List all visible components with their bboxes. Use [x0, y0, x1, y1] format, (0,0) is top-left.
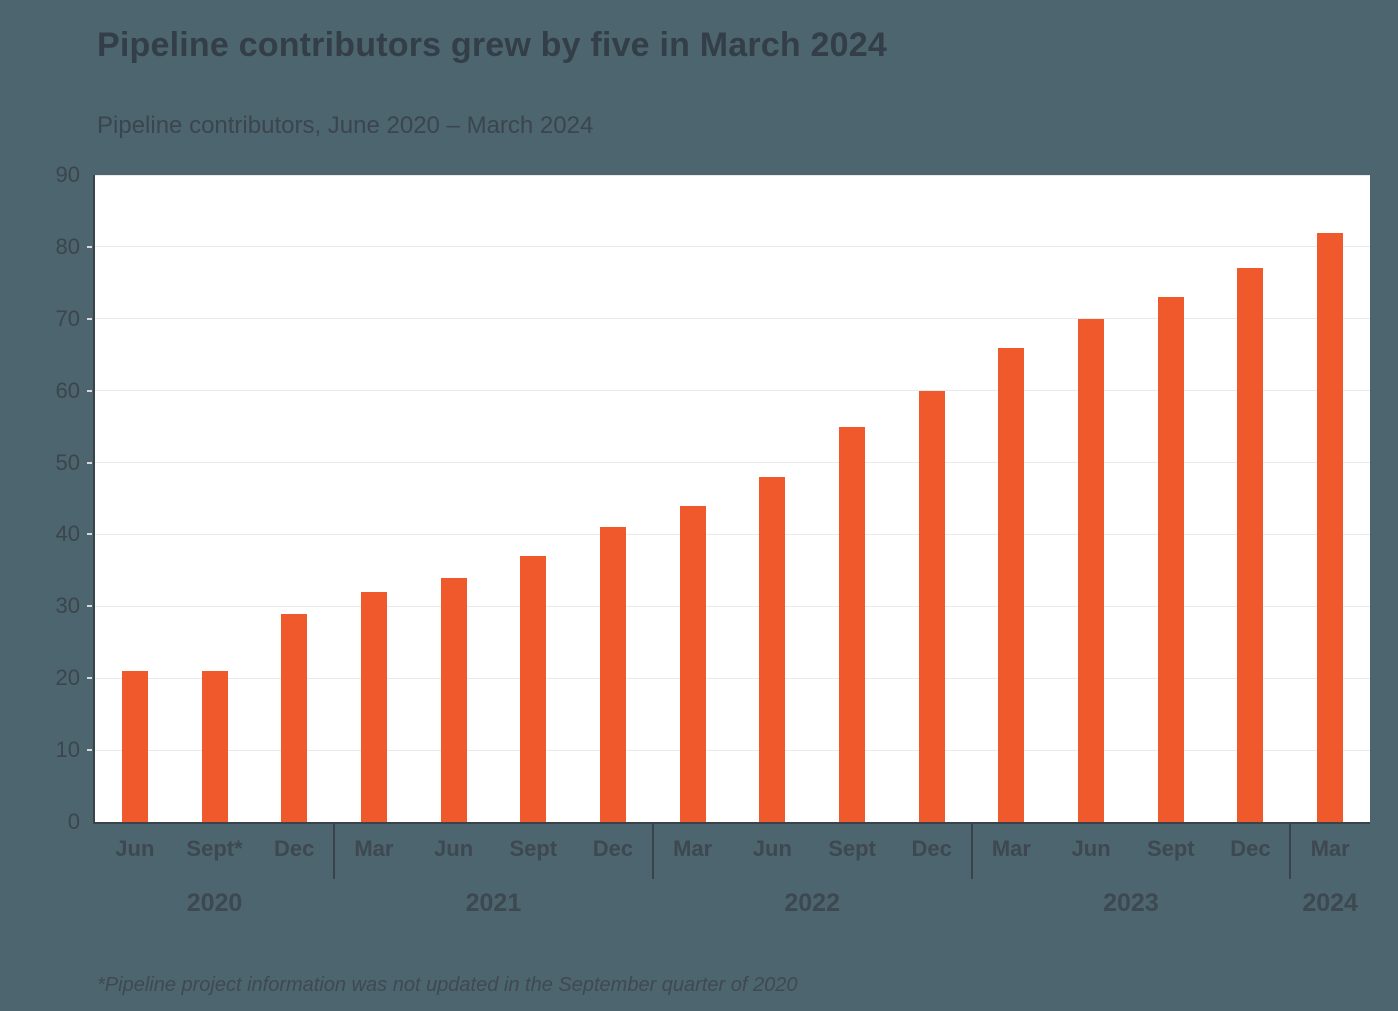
x-axis-label-1: Sept*: [186, 836, 243, 861]
y-tick-20: [87, 677, 92, 680]
bar-Sept-9: [839, 426, 866, 822]
x-axis-label-2: Dec: [274, 836, 315, 861]
bar-Mar-15: [1317, 232, 1344, 822]
chart-title: Pipeline contributors grew by five in Ma…: [97, 26, 887, 64]
bar-slot-4: [414, 175, 494, 822]
plot-area: [95, 174, 1370, 822]
gridline-80: [95, 246, 1370, 248]
gridline-60: [95, 390, 1370, 392]
x-axis-label-0: Jun: [115, 836, 155, 861]
chart-subtitle: Pipeline contributors, June 2020 – March…: [97, 112, 594, 139]
x-axis-label-8: Jun: [752, 836, 792, 861]
bar-Dec-10: [918, 390, 945, 822]
bar-Dec-2: [281, 613, 308, 822]
y-axis-label-70: 70: [55, 305, 80, 331]
bar-Jun-12: [1078, 318, 1105, 822]
y-axis-label-0: 0: [67, 809, 80, 834]
bar-slot-12: [1051, 175, 1131, 822]
y-axis-label-40: 40: [55, 521, 80, 547]
x-axis-label-7: Mar: [673, 836, 713, 861]
bar-Dec-14: [1237, 268, 1264, 822]
year-divider-2: [970, 823, 973, 879]
y-tick-10: [87, 749, 92, 752]
bar-slot-2: [254, 175, 334, 822]
y-axis-label-30: 30: [55, 593, 80, 619]
x-axis-label-15: Mar: [1310, 836, 1350, 861]
bar-Jun-4: [440, 577, 467, 822]
x-axis-label-5: Sept: [509, 836, 558, 861]
bar-slot-1: [175, 175, 255, 822]
gridline-90: [95, 174, 1370, 176]
gridline-20: [95, 677, 1370, 679]
bar-slot-13: [1131, 175, 1211, 822]
gridline-70: [95, 318, 1370, 320]
bar-Jun-0: [121, 671, 148, 822]
year-label-2023: 2023: [1103, 889, 1159, 917]
bar-slot-8: [733, 175, 813, 822]
x-axis-label-9: Sept: [828, 836, 876, 861]
x-axis-label-6: Dec: [592, 836, 634, 861]
y-axis-label-80: 80: [55, 233, 80, 259]
y-axis-label-60: 60: [55, 377, 80, 403]
year-label-2021: 2021: [465, 889, 522, 917]
y-axis-label-50: 50: [55, 449, 80, 475]
x-axis-label-11: Mar: [991, 836, 1031, 861]
y-tick-80: [87, 245, 92, 248]
bar-slot-9: [812, 175, 892, 822]
bar-Sept-5: [520, 556, 547, 822]
year-divider-3: [1289, 823, 1292, 879]
y-tick-40: [87, 533, 92, 536]
year-label-2020: 2020: [186, 889, 243, 917]
bar-Mar-7: [679, 505, 706, 822]
x-axis-label-3: Mar: [354, 836, 394, 861]
x-axis-line: [93, 822, 1370, 824]
y-axis-line: [93, 175, 95, 824]
bar-Mar-3: [360, 591, 387, 822]
x-axis-label-14: Dec: [1230, 836, 1271, 861]
y-axis-label-10: 10: [55, 737, 80, 763]
y-axis-label-20: 20: [55, 665, 80, 691]
gridline-50: [95, 462, 1370, 464]
y-tick-30: [87, 605, 92, 608]
x-axis-label-13: Sept: [1146, 836, 1195, 861]
x-axis-label-4: Jun: [434, 836, 474, 861]
bar-slot-11: [972, 175, 1052, 822]
gridline-10: [95, 749, 1370, 751]
bar-slot-3: [334, 175, 414, 822]
bar-slot-6: [573, 175, 653, 822]
gridline-30: [95, 605, 1370, 607]
year-label-2022: 2022: [784, 889, 840, 917]
x-axis-label-10: Dec: [911, 836, 952, 861]
bar-slot-7: [653, 175, 733, 822]
bar-Sept-1: [201, 671, 228, 822]
bar-slot-5: [493, 175, 573, 822]
footnote: *Pipeline project information was not up…: [97, 974, 798, 996]
x-axis-labels: Jun Sept* Dec Mar Jun Sept Dec Mar Jun Sept Dec Mar…: [95, 836, 1370, 862]
year-label-2024: 2024: [1302, 889, 1358, 917]
y-axis-label-90: 90: [55, 162, 80, 187]
bar-slot-15: [1290, 175, 1370, 822]
y-tick-50: [87, 461, 92, 464]
y-tick-70: [87, 317, 92, 320]
year-divider-0: [333, 823, 336, 879]
bar-Dec-6: [599, 527, 626, 822]
bar-Jun-8: [759, 476, 786, 822]
year-divider-1: [651, 823, 654, 879]
gridline-40: [95, 533, 1370, 535]
bar-Mar-11: [998, 347, 1025, 822]
bar-slot-10: [892, 175, 972, 822]
x-axis-label-12: Jun: [1071, 836, 1111, 861]
bar-Sept-13: [1157, 297, 1184, 822]
bar-slot-0: [95, 175, 175, 822]
bar-slot-14: [1211, 175, 1291, 822]
bar-series: [95, 175, 1370, 822]
y-tick-60: [87, 389, 92, 392]
